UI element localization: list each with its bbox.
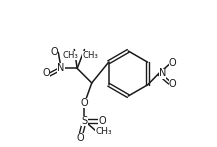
Text: S: S [81,116,87,126]
Text: N: N [58,63,65,73]
Text: CH₃: CH₃ [82,51,98,60]
Text: CH₃: CH₃ [95,127,112,136]
Text: O: O [169,79,176,89]
Text: O: O [42,69,50,78]
Text: O: O [169,58,176,68]
Text: O: O [50,47,58,57]
Text: CH₃: CH₃ [62,51,78,60]
Text: O: O [76,133,84,143]
Text: N: N [159,69,166,78]
Text: O: O [98,116,106,126]
Text: O: O [81,98,88,108]
